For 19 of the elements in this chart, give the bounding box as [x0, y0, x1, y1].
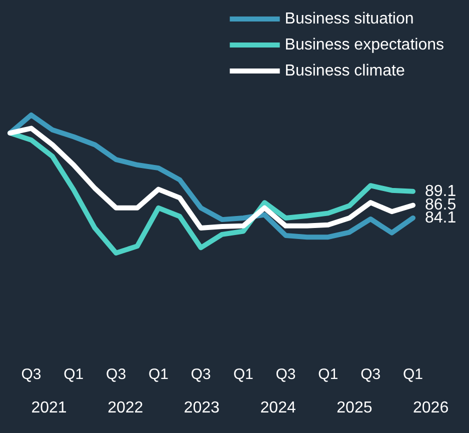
legend-label: Business situation: [284, 10, 414, 28]
text: 2022: [108, 400, 144, 416]
x-tick-label: Q1: [148, 366, 168, 383]
legend-label: Business expectations: [284, 36, 444, 54]
text: 2021: [31, 400, 67, 416]
x-tick-label: Q3: [276, 366, 296, 383]
x-tick-label: Q3: [190, 366, 211, 383]
legend-label: Business climate: [284, 62, 405, 80]
x-tick-label: Q1: [402, 366, 424, 383]
x-tick-label: Q1: [233, 366, 254, 383]
text: 2025: [336, 400, 372, 416]
text: 2026: [413, 400, 449, 416]
text: 2023: [184, 400, 220, 416]
x-tick-label: Q1: [318, 366, 338, 383]
text: 2024: [260, 400, 296, 416]
x-tick-label: Q3: [106, 366, 126, 383]
x-tick-label: Q3: [21, 366, 42, 383]
x-tick-label: Q1: [64, 366, 84, 383]
x-tick-label: Q3: [360, 366, 381, 383]
